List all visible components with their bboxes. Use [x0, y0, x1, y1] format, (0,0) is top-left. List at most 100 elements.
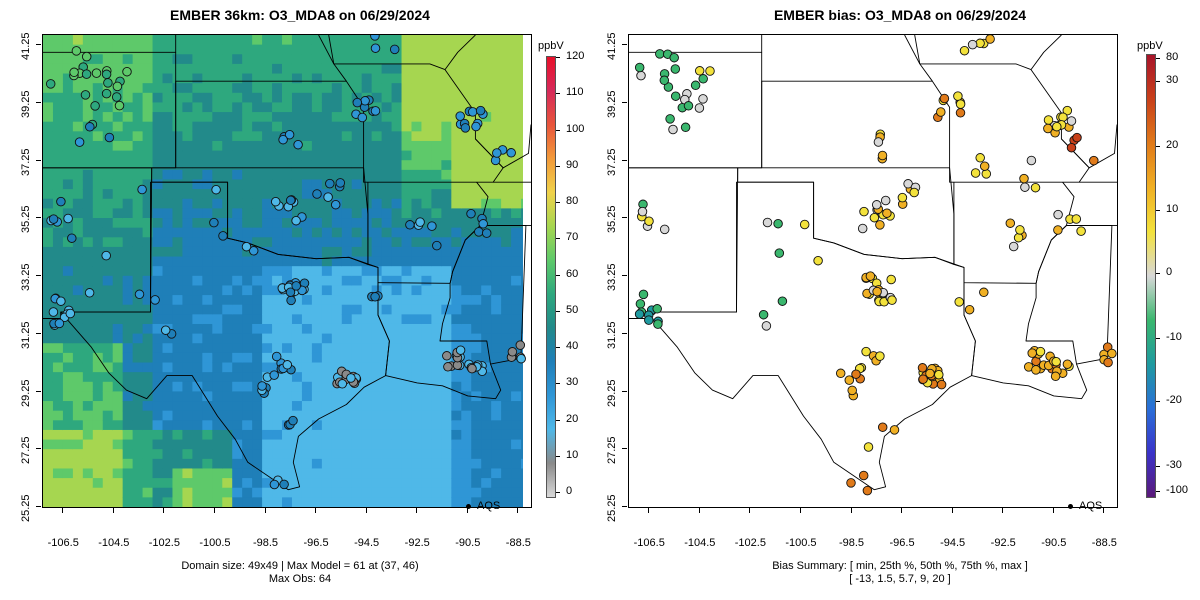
- grid-cell: [282, 35, 293, 46]
- grid-cell: [52, 410, 64, 421]
- grid-cell: [72, 410, 84, 421]
- bias-marker: [669, 52, 679, 63]
- grid-cell: [242, 391, 253, 402]
- grid-cell: [222, 256, 233, 267]
- grid-cell: [321, 449, 333, 460]
- grid-cell: [441, 131, 452, 142]
- grid-cell: [72, 208, 84, 219]
- grid-cell: [122, 304, 134, 315]
- grid-cell: [202, 381, 213, 393]
- grid-cell: [232, 478, 243, 489]
- grid-cell: [192, 372, 203, 383]
- grid-cell: [242, 140, 253, 152]
- grid-cell: [62, 478, 74, 489]
- obs-marker: [101, 250, 111, 261]
- grid-cell: [92, 140, 104, 152]
- grid-cell: [152, 487, 164, 498]
- grid-cell: [461, 102, 472, 113]
- grid-cell: [262, 189, 273, 200]
- grid-cell: [451, 102, 462, 113]
- grid-cell: [361, 401, 373, 412]
- grid-cell: [132, 179, 144, 190]
- grid-cell: [52, 304, 64, 315]
- grid-cell: [341, 237, 353, 248]
- grid-cell: [122, 439, 134, 450]
- bias-marker: [979, 287, 989, 298]
- grid-cell: [152, 314, 164, 325]
- grid-cell: [501, 458, 512, 470]
- grid-cell: [321, 285, 333, 296]
- right-map-frame[interactable]: [628, 34, 1118, 508]
- grid-cell: [411, 92, 423, 104]
- grid-cell: [232, 487, 243, 498]
- grid-cell: [411, 256, 423, 267]
- bias-marker: [634, 309, 645, 319]
- obs-marker: [63, 213, 73, 224]
- grid-cell: [232, 352, 243, 364]
- grid-cell: [122, 169, 134, 181]
- grid-cell: [162, 439, 174, 450]
- y-tick: [622, 101, 627, 103]
- grid-cell: [52, 391, 64, 402]
- right-footer: Bias Summary: [ min, 25th %, 50th %, 75t…: [600, 560, 1200, 586]
- obs-marker: [506, 148, 516, 158]
- grid-cell: [361, 179, 373, 190]
- grid-cell: [192, 429, 203, 441]
- grid-cell: [321, 63, 333, 75]
- grid-cell: [471, 314, 482, 325]
- grid-cell: [501, 208, 512, 219]
- grid-cell: [331, 391, 343, 402]
- grid-cell: [112, 362, 124, 373]
- grid-cell: [112, 352, 124, 364]
- grid-cell: [331, 246, 343, 258]
- grid-cell: [172, 131, 184, 142]
- grid-cell: [351, 362, 363, 373]
- grid-cell: [381, 372, 393, 383]
- grid-cell: [321, 92, 333, 104]
- grid-cell: [202, 401, 213, 412]
- grid-cell: [401, 333, 413, 344]
- grid-cell: [511, 35, 522, 46]
- grid-cell: [371, 468, 383, 479]
- grid-cell: [43, 381, 54, 393]
- grid-cell: [262, 420, 273, 431]
- grid-cell: [291, 314, 303, 325]
- grid-cell: [341, 275, 353, 287]
- grid-cell: [361, 362, 373, 373]
- grid-cell: [142, 227, 154, 238]
- grid-cell: [222, 102, 233, 113]
- grid-cell: [72, 420, 84, 431]
- obs-marker: [475, 105, 486, 116]
- grid-cell: [162, 256, 174, 267]
- grid-cell: [142, 131, 154, 142]
- grid-cell: [351, 160, 363, 171]
- grid-cell: [43, 227, 54, 238]
- grid-cell: [301, 140, 313, 152]
- bias-marker: [1071, 214, 1082, 224]
- grid-cell: [491, 285, 502, 296]
- grid-cell: [202, 35, 213, 46]
- grid-cell: [122, 333, 134, 344]
- grid-cell: [62, 189, 74, 200]
- grid-cell: [341, 323, 353, 335]
- grid-cell: [371, 478, 383, 489]
- grid-cell: [112, 140, 124, 152]
- grid-cell: [501, 92, 512, 104]
- bias-marker: [981, 169, 992, 179]
- grid-cell: [451, 160, 462, 171]
- grid-cell: [52, 266, 64, 277]
- x-tick-label: -104.5: [98, 537, 130, 549]
- grid-cell: [381, 83, 393, 94]
- grid-cell: [282, 314, 293, 325]
- grid-cell: [321, 237, 333, 248]
- grid-cell: [72, 246, 84, 258]
- bias-marker: [865, 271, 876, 281]
- grid-cell: [62, 256, 74, 267]
- grid-cell: [102, 150, 114, 161]
- grid-cell: [142, 352, 154, 364]
- y-tick: [36, 101, 41, 103]
- grid-cell: [92, 112, 104, 123]
- grid-cell: [202, 150, 213, 161]
- left-map-frame[interactable]: [42, 34, 532, 508]
- grid-cell: [481, 63, 492, 75]
